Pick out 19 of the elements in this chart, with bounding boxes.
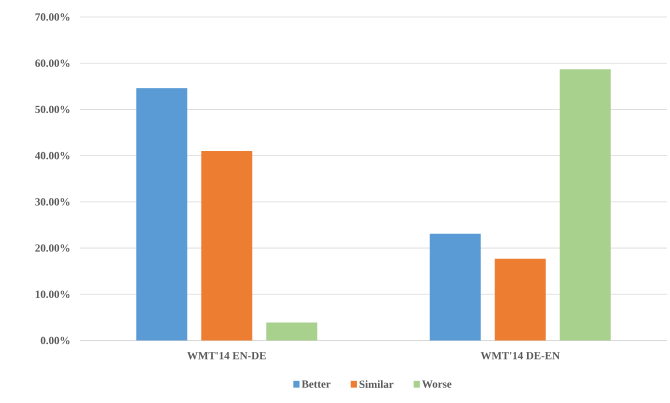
y-tick-label: 60.00% <box>35 60 70 67</box>
y-tick-label: 10.00% <box>36 290 70 298</box>
bar <box>494 258 546 340</box>
y-tick-label: 30.00% <box>35 198 70 206</box>
x-tick-label: WMT'14 DE-EN <box>480 352 560 360</box>
bar <box>136 88 188 340</box>
bar <box>201 151 252 340</box>
bar <box>560 69 611 340</box>
x-tick-label: WMT'14 EN-DE <box>187 352 266 360</box>
legend-label: Better <box>302 380 330 388</box>
bar <box>266 322 318 340</box>
y-tick-label: 0.00% <box>40 336 70 344</box>
y-tick-label: 50.00% <box>35 106 70 114</box>
legend-label: Similar <box>360 380 394 388</box>
y-tick-label: 70.00% <box>35 13 70 21</box>
bar <box>430 234 481 340</box>
y-tick-label: 40.00% <box>35 152 70 160</box>
y-tick-label: 20.00% <box>35 244 70 252</box>
legend-label: Worse <box>422 380 452 388</box>
